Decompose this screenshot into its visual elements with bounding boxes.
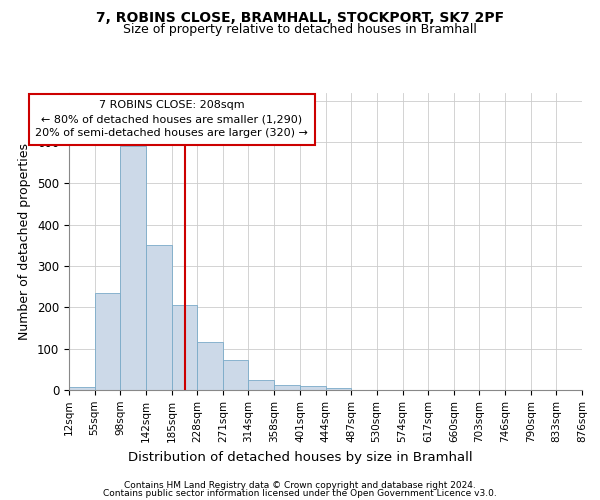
Bar — [95, 293, 120, 390]
Text: 7 ROBINS CLOSE: 208sqm
← 80% of detached houses are smaller (1,290)
20% of semi-: 7 ROBINS CLOSE: 208sqm ← 80% of detached… — [35, 100, 308, 138]
Bar — [146, 246, 172, 390]
Text: Contains HM Land Registry data © Crown copyright and database right 2024.: Contains HM Land Registry data © Crown c… — [124, 480, 476, 490]
Bar — [274, 384, 300, 390]
Y-axis label: Number of detached properties: Number of detached properties — [19, 143, 31, 340]
Text: Distribution of detached houses by size in Bramhall: Distribution of detached houses by size … — [128, 451, 472, 464]
Bar — [172, 306, 197, 390]
Bar — [223, 360, 248, 390]
Text: Size of property relative to detached houses in Bramhall: Size of property relative to detached ho… — [123, 24, 477, 36]
Bar — [69, 386, 95, 390]
Bar — [325, 388, 351, 390]
Bar — [197, 342, 223, 390]
Text: 7, ROBINS CLOSE, BRAMHALL, STOCKPORT, SK7 2PF: 7, ROBINS CLOSE, BRAMHALL, STOCKPORT, SK… — [96, 10, 504, 24]
Bar — [300, 386, 325, 390]
Text: Contains public sector information licensed under the Open Government Licence v3: Contains public sector information licen… — [103, 490, 497, 498]
Bar — [120, 146, 146, 390]
Bar — [248, 380, 274, 390]
